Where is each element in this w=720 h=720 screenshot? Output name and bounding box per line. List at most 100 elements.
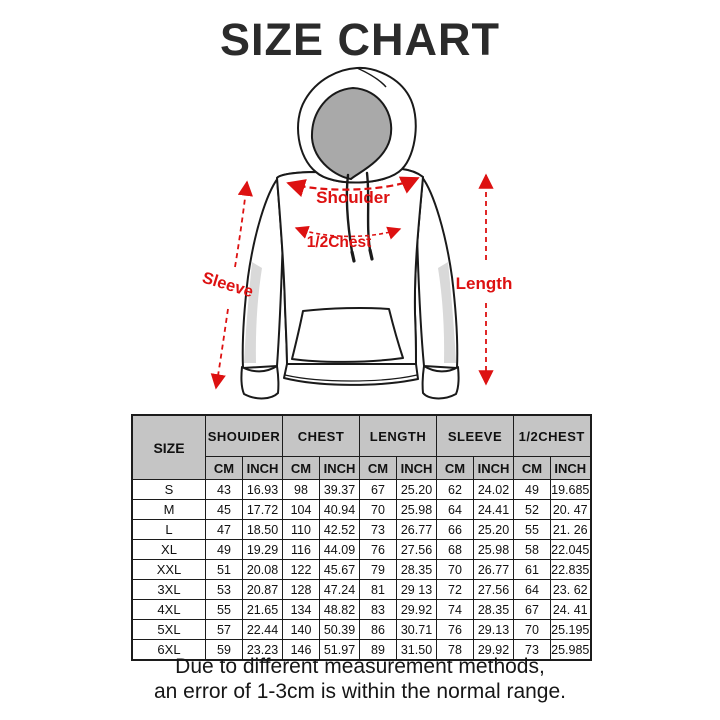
measurement-arrows (210, 173, 494, 390)
value-cell: 23. 62 (550, 579, 591, 600)
size-table: SIZE SHOUIDER CHEST LENGTH SLEEVE 1/2CHEST C… (131, 414, 592, 661)
value-cell: 45 (205, 499, 243, 520)
size-table-container: SIZE SHOUIDER CHEST LENGTH SLEEVE 1/2CHEST C… (131, 414, 592, 661)
value-cell: 45.67 (319, 559, 360, 580)
value-cell: 83 (359, 599, 397, 620)
value-cell: 72 (436, 579, 474, 600)
table-row-s: S 43 16.93 98 39.37 67 25.20 62 24.02 49 19.685 (131, 479, 591, 500)
unit-header-inch: INCH (473, 456, 514, 480)
table-row-4xl: 4XL 55 21.65 134 48.82 83 29.92 74 28.35 67 24. 41 (131, 599, 591, 620)
value-cell: 51.97 (319, 639, 360, 661)
disclaimer-line-2: an error of 1-3cm is within the normal r… (153, 680, 566, 703)
table-row-xxl: XXL 51 20.08 122 45.67 79 28.35 70 26.77 61 22.835 (131, 559, 591, 580)
unit-header-cm: CM (205, 456, 243, 480)
value-cell: 98 (282, 479, 320, 500)
value-cell: 50.39 (319, 619, 360, 640)
value-cell: 68 (436, 539, 474, 560)
value-cell: 26.77 (396, 519, 437, 540)
value-cell: 110 (282, 519, 320, 540)
value-cell: 40.94 (319, 499, 360, 520)
value-cell: 81 (359, 579, 397, 600)
table-row-5xl: 5XL 57 22.44 140 50.39 86 30.71 76 29.13 70 25.195 (131, 619, 591, 640)
value-cell: 49 (513, 479, 551, 500)
value-cell: 25.195 (550, 619, 591, 640)
value-cell: 48.82 (319, 599, 360, 620)
value-cell: 30.71 (396, 619, 437, 640)
column-group-1-2chest: 1/2CHEST (513, 414, 591, 457)
value-cell: 43 (205, 479, 243, 500)
value-cell: 59 (205, 639, 243, 661)
hoodie-hem (283, 363, 419, 386)
value-cell: 17.72 (242, 499, 283, 520)
value-cell: 49 (205, 539, 243, 560)
unit-header-cm: CM (359, 456, 397, 480)
value-cell: 66 (436, 519, 474, 540)
value-cell: 73 (359, 519, 397, 540)
value-cell: 51 (205, 559, 243, 580)
value-cell: 25.20 (473, 519, 514, 540)
value-cell: 23.23 (242, 639, 283, 661)
value-cell: 24. 41 (550, 599, 591, 620)
value-cell: 25.20 (396, 479, 437, 500)
value-cell: 76 (436, 619, 474, 640)
table-row-3xl: 3XL 53 20.87 128 47.24 81 29 13 72 27.56 64 23. 62 (131, 579, 591, 600)
value-cell: 24.41 (473, 499, 514, 520)
value-cell: 116 (282, 539, 320, 560)
value-cell: 29.92 (396, 599, 437, 620)
value-cell: 20. 47 (550, 499, 591, 520)
value-cell: 25.98 (473, 539, 514, 560)
column-group-chest: CHEST (282, 414, 360, 457)
value-cell: 25.985 (550, 639, 591, 661)
unit-header-inch: INCH (550, 456, 591, 480)
value-cell: 53 (205, 579, 243, 600)
value-cell: 57 (205, 619, 243, 640)
unit-header-cm: CM (282, 456, 320, 480)
size-cell: 6XL (131, 639, 206, 661)
value-cell: 20.08 (242, 559, 283, 580)
half-chest-arrow (294, 225, 402, 240)
value-cell: 47.24 (319, 579, 360, 600)
column-group-sleeve: SLEEVE (436, 414, 514, 457)
value-cell: 44.09 (319, 539, 360, 560)
value-cell: 16.93 (242, 479, 283, 500)
value-cell: 22.045 (550, 539, 591, 560)
table-header-row-groups: SIZE SHOUIDER CHEST LENGTH SLEEVE 1/2CHEST (131, 414, 591, 480)
value-cell: 31.50 (396, 639, 437, 661)
value-cell: 64 (436, 499, 474, 520)
value-cell: 70 (436, 559, 474, 580)
value-cell: 62 (436, 479, 474, 500)
unit-header-cm: CM (436, 456, 474, 480)
value-cell: 73 (513, 639, 551, 661)
value-cell: 28.35 (473, 599, 514, 620)
value-cell: 47 (205, 519, 243, 540)
value-cell: 27.56 (396, 539, 437, 560)
disclaimer-line-1: Due to different measurement methods, (175, 655, 545, 678)
value-cell: 58 (513, 539, 551, 560)
size-cell: S (131, 479, 206, 500)
value-cell: 19.685 (550, 479, 591, 500)
value-cell: 18.50 (242, 519, 283, 540)
hoodie-hood (297, 66, 417, 184)
value-cell: 29 13 (396, 579, 437, 600)
value-cell: 39.37 (319, 479, 360, 500)
table-row-l: L 47 18.50 110 42.52 73 26.77 66 25.20 55 21. 26 (131, 519, 591, 540)
size-column-header: SIZE (131, 414, 206, 480)
value-cell: 140 (282, 619, 320, 640)
value-cell: 128 (282, 579, 320, 600)
value-cell: 76 (359, 539, 397, 560)
unit-header-inch: INCH (319, 456, 360, 480)
value-cell: 64 (513, 579, 551, 600)
sleeve-arrow-down (210, 308, 229, 390)
value-cell: 79 (359, 559, 397, 580)
unit-header-cm: CM (513, 456, 551, 480)
half-chest-label: 1/2Chest (307, 234, 372, 251)
value-cell: 55 (205, 599, 243, 620)
size-cell: 4XL (131, 599, 206, 620)
value-cell: 20.87 (242, 579, 283, 600)
size-cell: L (131, 519, 206, 540)
table-row-xl: XL 49 19.29 116 44.09 76 27.56 68 25.98 58 22.045 (131, 539, 591, 560)
disclaimer-text: Due to different measurement methods, an… (0, 654, 720, 704)
value-cell: 21.65 (242, 599, 283, 620)
shoulder-arrow (286, 176, 420, 197)
value-cell: 89 (359, 639, 397, 661)
